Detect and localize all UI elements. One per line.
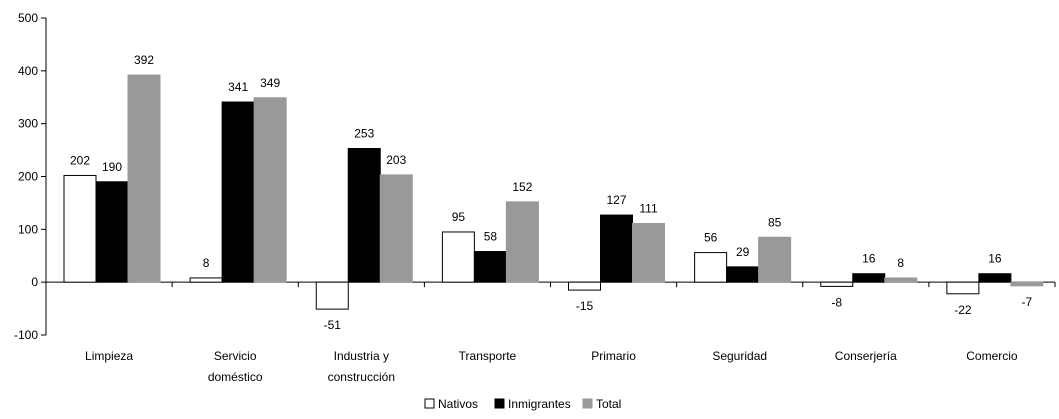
y-tick-label: 400 [18, 64, 38, 78]
y-tick-label: 200 [18, 170, 38, 184]
category-label: Comercio [966, 349, 1018, 363]
category-label: Transporte [459, 349, 517, 363]
bar-total [379, 174, 413, 283]
data-label: 85 [768, 215, 782, 229]
bar-nativos [568, 281, 601, 291]
bar-inmigrantes [473, 251, 507, 283]
bar-nativos [63, 174, 97, 283]
bar-nativos [189, 277, 223, 283]
data-label: 152 [512, 180, 532, 194]
y-tick-label: 0 [31, 275, 38, 289]
data-label: -8 [831, 295, 842, 309]
category-label: Limpieza [85, 349, 133, 363]
bar-total [632, 223, 665, 283]
y-tick-label: 500 [18, 11, 38, 25]
bar-total [253, 97, 287, 283]
y-tick-label: -100 [14, 328, 38, 342]
bar-inmigrantes [978, 273, 1012, 283]
legend-label: Nativos [438, 397, 478, 411]
category-label: Primario [591, 349, 636, 363]
data-label: -51 [324, 318, 342, 332]
bar-nativos [820, 281, 854, 287]
data-label: 95 [452, 210, 466, 224]
bar-nativos [315, 281, 349, 310]
bar-nativos [694, 252, 728, 283]
data-label: 202 [70, 153, 90, 167]
bar-inmigrantes [726, 266, 760, 283]
data-label: 58 [484, 230, 498, 244]
bar-inmigrantes [95, 181, 129, 283]
category-label: Servicio doméstico [208, 349, 263, 384]
data-label: 392 [134, 53, 154, 67]
legend: Nativos Inmigrantes Total [424, 397, 621, 411]
bar-total [758, 236, 792, 283]
data-label: 190 [102, 160, 122, 174]
data-label: 253 [354, 126, 374, 140]
data-labels: 202 8 -51 95 -15 56 -8 -22 190 341 253 58 127 29 16 16 3… [70, 53, 1033, 332]
data-label: -22 [954, 303, 972, 317]
bar-inmigrantes [852, 273, 886, 283]
data-label: 56 [704, 231, 718, 245]
data-label: -15 [576, 299, 594, 313]
data-label: 29 [736, 245, 750, 259]
bar-total [127, 74, 161, 283]
category-label: Industria y construcción [328, 349, 395, 384]
legend-swatch-total [582, 398, 593, 409]
bar-total [884, 277, 918, 283]
data-label: 16 [988, 252, 1002, 266]
y-tick-label: 100 [18, 222, 38, 236]
bar-nativos [441, 231, 475, 283]
data-label: 341 [228, 80, 248, 94]
data-label: 349 [260, 76, 280, 90]
bar-inmigrantes [221, 101, 255, 283]
data-label: 8 [897, 256, 904, 270]
bars [63, 74, 1044, 310]
bar-total [505, 201, 539, 283]
bar-inmigrantes [600, 214, 633, 283]
bar-nativos [946, 281, 980, 295]
y-tick-label: 300 [18, 117, 38, 131]
category-label: Seguridad [712, 349, 767, 363]
legend-swatch-nativos [424, 398, 435, 409]
data-label: -7 [1022, 295, 1033, 309]
data-label: 203 [386, 153, 406, 167]
bar-inmigrantes [347, 147, 381, 283]
category-label: Conserjería [835, 349, 897, 363]
axes: -100 0 100 200 300 400 500 Limpieza Servicio domé… [14, 11, 1056, 384]
legend-label: Total [596, 397, 621, 411]
legend-label: Inmigrantes [508, 397, 571, 411]
legend-swatch-inmigrantes [494, 398, 505, 409]
data-label: 16 [862, 252, 876, 266]
data-label: 127 [606, 193, 626, 207]
data-label: 8 [203, 256, 210, 270]
bar-total [1010, 281, 1044, 287]
data-label: 111 [639, 202, 658, 216]
